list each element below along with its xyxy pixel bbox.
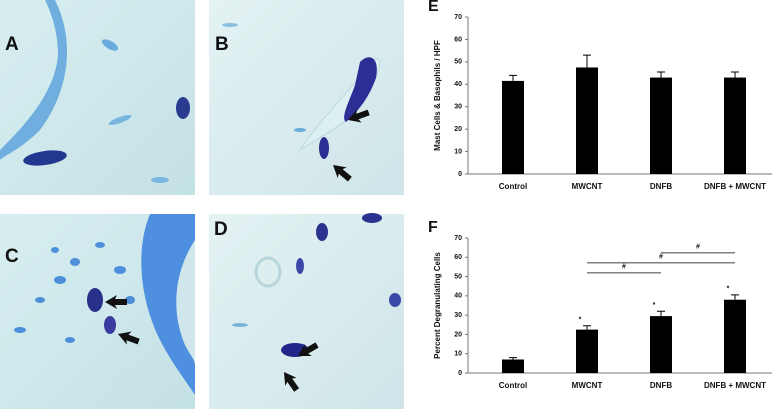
significance-marker: * bbox=[727, 286, 730, 293]
x-tick-label: MWCNT bbox=[572, 381, 603, 390]
y-tick-label: 40 bbox=[454, 81, 462, 88]
error-bar bbox=[657, 310, 665, 317]
micrograph-d: D bbox=[209, 213, 404, 409]
bar bbox=[576, 67, 598, 174]
y-tick-label: 40 bbox=[454, 293, 462, 300]
panel-label: B bbox=[215, 34, 229, 55]
x-tick-label: DNFB bbox=[650, 381, 672, 390]
x-tick-label: Control bbox=[499, 182, 527, 191]
panel-label: A bbox=[5, 34, 19, 55]
panel-label: D bbox=[214, 219, 228, 240]
significance-label: # bbox=[659, 254, 663, 261]
y-tick-label: 70 bbox=[454, 14, 462, 21]
error-bar bbox=[583, 54, 591, 68]
y-tick-label: 20 bbox=[454, 331, 462, 338]
y-tick-label: 30 bbox=[454, 104, 462, 111]
error-bar bbox=[509, 357, 517, 360]
bar bbox=[502, 359, 524, 373]
y-tick-label: 10 bbox=[454, 351, 462, 358]
y-tick-label: 20 bbox=[454, 126, 462, 133]
error-bar bbox=[731, 71, 739, 78]
bar bbox=[724, 299, 746, 373]
y-tick-label: 50 bbox=[454, 273, 462, 280]
bar bbox=[650, 77, 672, 174]
y-tick-label: 60 bbox=[454, 254, 462, 261]
significance-marker: * bbox=[579, 317, 582, 324]
y-axis-label: Percent Degranulating Cells bbox=[433, 252, 442, 359]
panel-label: C bbox=[5, 246, 19, 267]
significance-marker: * bbox=[653, 302, 656, 309]
error-bar bbox=[657, 71, 665, 78]
x-tick-label: DNFB bbox=[650, 182, 672, 191]
y-tick-label: 0 bbox=[458, 370, 462, 377]
x-tick-label: DNFB + MWCNT bbox=[704, 182, 766, 191]
panel-label: F bbox=[428, 219, 438, 236]
error-bar bbox=[583, 325, 591, 330]
significance-label: # bbox=[696, 244, 700, 251]
micrograph-a: A bbox=[0, 0, 195, 195]
significance-label: # bbox=[622, 264, 626, 271]
y-tick-label: 30 bbox=[454, 312, 462, 319]
x-tick-label: DNFB + MWCNT bbox=[704, 381, 766, 390]
y-axis-label: Mast Cells & Basophils / HPF bbox=[433, 40, 442, 151]
x-tick-label: MWCNT bbox=[572, 182, 603, 191]
bar bbox=[502, 80, 524, 174]
panel-label: E bbox=[428, 0, 439, 15]
bar bbox=[724, 77, 746, 174]
y-tick-label: 50 bbox=[454, 59, 462, 66]
micrograph-b: B bbox=[209, 0, 404, 195]
x-tick-label: Control bbox=[499, 381, 527, 390]
y-tick-label: 10 bbox=[454, 148, 462, 155]
y-tick-label: 60 bbox=[454, 36, 462, 43]
bar bbox=[576, 329, 598, 373]
bar bbox=[650, 316, 672, 373]
micrograph-c: C bbox=[0, 214, 195, 409]
y-tick-label: 70 bbox=[454, 235, 462, 242]
error-bar bbox=[509, 74, 517, 81]
y-tick-label: 0 bbox=[458, 171, 462, 178]
error-bar bbox=[731, 294, 739, 300]
